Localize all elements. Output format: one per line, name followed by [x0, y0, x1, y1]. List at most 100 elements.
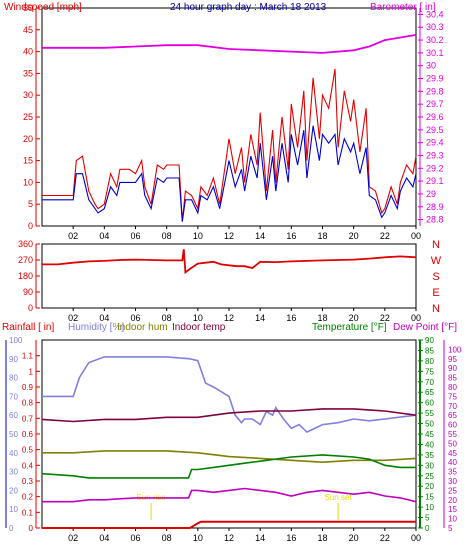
barometer-tick-label: 29.3 [426, 150, 444, 160]
dew-point-tick-label: 65 [448, 411, 457, 420]
x-tick-label: 16 [286, 313, 296, 323]
x-tick-label: 06 [130, 533, 140, 543]
wind-tick-label: 30 [23, 90, 33, 100]
humidity-axis-label: Humidity [%] [68, 322, 124, 333]
x-tick-label: 04 [99, 231, 109, 241]
x-tick-label: 06 [130, 313, 140, 323]
windspeed-axis-label: Windspeed [mph] [4, 2, 82, 13]
temperature-tick-label: 70 [425, 378, 434, 387]
temperature-tick-label: 50 [425, 420, 434, 429]
x-tick-label: 08 [162, 313, 172, 323]
x-tick-label: 12 [224, 231, 234, 241]
compass-label: N [432, 239, 440, 251]
temp-hum-chart: Rainfall [ in] Humidity [%] Indoor hum I… [2, 322, 462, 543]
barometer-line [42, 34, 417, 54]
x-tick-label: 14 [255, 533, 265, 543]
rainfall-tick-label: 1 [29, 367, 34, 376]
rainfall-tick-label: 0.1 [22, 508, 34, 517]
x-tick-label: 10 [193, 231, 203, 241]
wind-baro-series [42, 34, 417, 222]
direction-x-axis: 02 04 06 08 10 12 14 16 18 20 22 00 [68, 308, 421, 323]
direction-tick-label: 90 [23, 287, 33, 297]
x-tick-label: 04 [99, 313, 109, 323]
x-tick-label: 22 [380, 313, 390, 323]
indoor-temp-line [41, 408, 417, 423]
x-tick-label: 00 [411, 313, 421, 323]
temp-hum-y-axes: 0 0.1 0.2 0.3 0.4 0.5 0.6 0.7 0.8 0.9 1 1.1 0 10 20 30 4… [5, 336, 462, 533]
direction-tick-label: 0 [28, 303, 33, 313]
x-tick-label: 16 [286, 231, 296, 241]
direction-y-axis: 0 90 180 270 360 [18, 239, 40, 313]
rainfall-tick-label: 0.5 [22, 446, 34, 455]
dew-point-tick-label: 40 [448, 458, 457, 467]
temperature-tick-label: 45 [425, 430, 434, 439]
sun-markers: Sun rise Sun set [136, 493, 352, 520]
wind-tick-label: 5 [28, 199, 33, 209]
barometer-tick-label: 29.2 [426, 163, 444, 173]
barometer-tick-label: 30.4 [426, 9, 444, 19]
compass-label: W [431, 255, 442, 267]
dew-point-tick-label: 60 [448, 421, 457, 430]
dew-point-tick-label: 90 [448, 364, 457, 373]
wind-direction-line [42, 249, 417, 275]
barometer-tick-label: 30.1 [426, 48, 444, 58]
rainfall-tick-label: 0.9 [22, 383, 34, 392]
barometer-tick-label: 29.6 [426, 112, 444, 122]
temperature-axis-label: Temperature [°F] [312, 322, 387, 333]
temperature-tick-label: 80 [425, 357, 434, 366]
x-tick-label: 14 [255, 313, 265, 323]
barometer-tick-label: 28.8 [426, 215, 444, 225]
dew-point-tick-label: 10 [448, 515, 457, 524]
temperature-tick-label: 65 [425, 388, 434, 397]
temperature-tick-label: 40 [425, 440, 434, 449]
dew-point-tick-label: 15 [448, 505, 457, 514]
dew-point-tick-label: 55 [448, 430, 457, 439]
x-tick-label: 02 [68, 231, 78, 241]
x-tick-label: 12 [224, 313, 234, 323]
x-tick-label: 02 [68, 313, 78, 323]
temperature-tick-label: 60 [425, 399, 434, 408]
rain-line [42, 520, 416, 529]
humidity-tick-label: 30 [9, 468, 18, 477]
direction-series [42, 249, 417, 275]
temperature-tick-label: 75 [425, 367, 434, 376]
humidity-tick-label: 80 [9, 374, 18, 383]
rainfall-tick-label: 0.3 [22, 477, 34, 486]
x-tick-label: 08 [162, 231, 172, 241]
x-tick-label: 10 [193, 533, 203, 543]
dew-point-tick-label: 45 [448, 449, 457, 458]
barometer-tick-label: 29.8 [426, 86, 444, 96]
barometer-tick-label: 29 [426, 189, 436, 199]
x-tick-label: 06 [130, 231, 140, 241]
direction-plot-frame [41, 243, 417, 309]
wind-tick-label: 10 [23, 177, 33, 187]
x-tick-label: 16 [286, 533, 296, 543]
barometer-tick-label: 30 [426, 61, 436, 71]
x-tick-label: 18 [317, 533, 327, 543]
temperature-tick-label: 85 [425, 346, 434, 355]
dew-point-tick-label: 50 [448, 439, 457, 448]
chart-title: 24 hour graph day : March 18 2013 [170, 2, 327, 13]
wind-tick-label: 15 [23, 156, 33, 166]
dew-point-tick-label: 85 [448, 374, 457, 383]
dew-point-tick-label: 70 [448, 402, 457, 411]
temperature-tick-label: 90 [425, 336, 434, 345]
x-tick-label: 12 [224, 533, 234, 543]
compass-label: E [432, 287, 439, 299]
temperature-tick-label: 15 [425, 493, 434, 502]
direction-tick-label: 180 [18, 271, 33, 281]
direction-tick-label: 270 [18, 255, 33, 265]
indoor-hum-line [42, 450, 417, 464]
rainfall-tick-label: 0.6 [22, 430, 34, 439]
temperature-line [41, 454, 416, 479]
barometer-axis-label: Barometer [ in] [370, 2, 436, 13]
temperature-tick-label: 20 [425, 482, 434, 491]
temp-hum-x-axis: 02 04 06 08 10 12 14 16 18 20 22 00 [68, 528, 421, 543]
rainfall-tick-label: 0 [29, 524, 34, 533]
temperature-tick-label: 10 [425, 503, 434, 512]
humidity-tick-label: 40 [9, 449, 18, 458]
x-tick-label: 00 [411, 533, 421, 543]
windspeed-line [42, 68, 417, 222]
